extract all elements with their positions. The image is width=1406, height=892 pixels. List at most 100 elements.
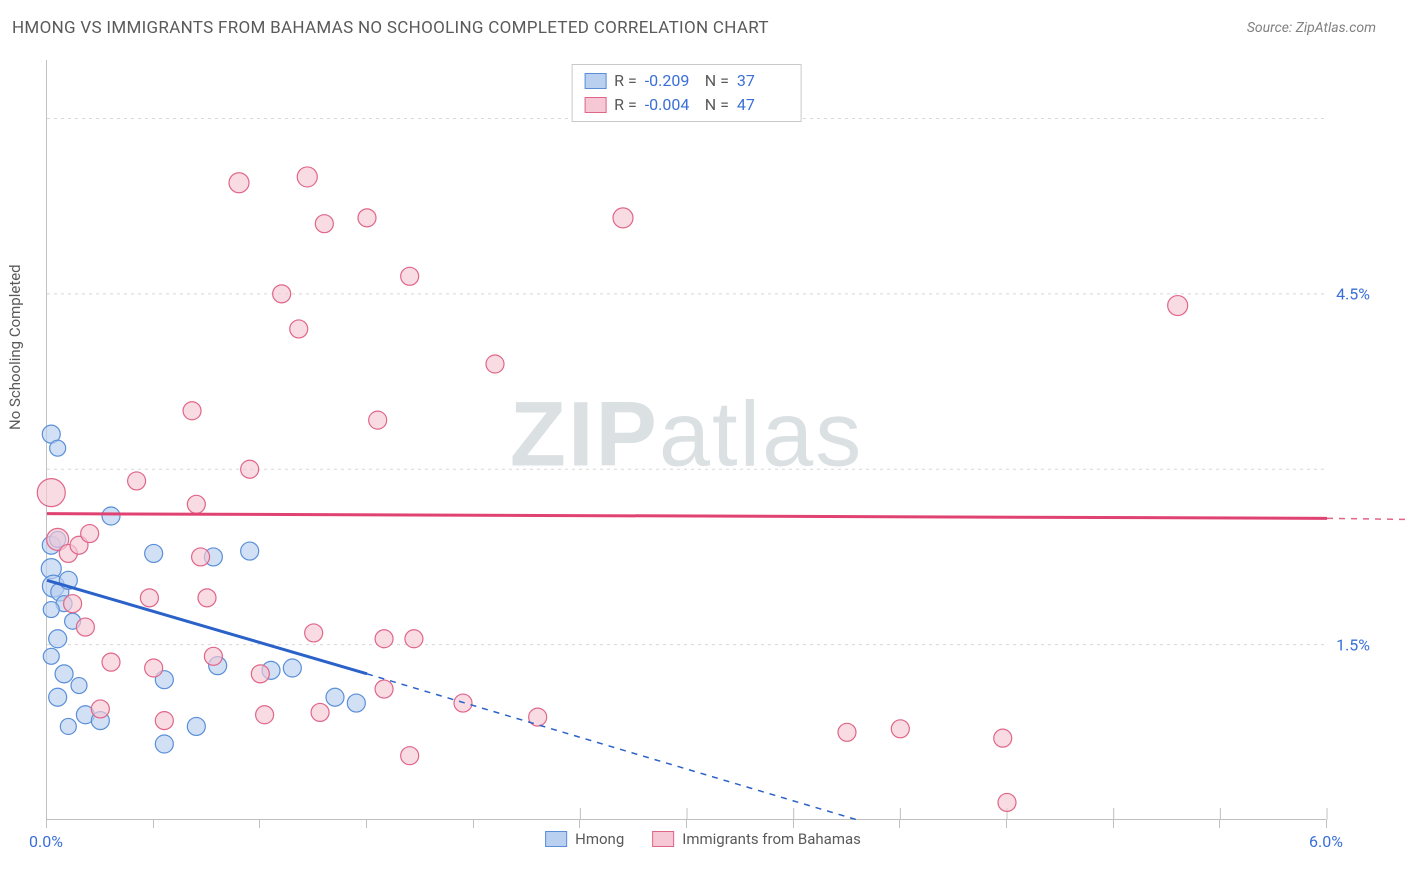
scatter-point <box>49 630 67 648</box>
scatter-point <box>102 507 120 525</box>
scatter-point <box>155 735 173 753</box>
regression-line-extrapolated <box>367 674 858 820</box>
scatter-point <box>55 665 73 683</box>
y-tick-label: 1.5% <box>1336 635 1370 654</box>
legend-swatch <box>545 831 567 847</box>
stats-legend-box: R = -0.209 N = 37 R = -0.004 N = 47 <box>571 64 802 122</box>
y-tick-label: 4.5% <box>1336 284 1370 303</box>
source-label: Source: ZipAtlas.com <box>1247 20 1376 36</box>
scatter-point <box>891 720 909 738</box>
x-tick-mark <box>1006 820 1007 828</box>
scatter-point <box>241 542 259 560</box>
legend-label: Immigrants from Bahamas <box>682 830 861 848</box>
x-tick-mark <box>473 820 474 828</box>
scatter-point <box>50 440 66 456</box>
scatter-point <box>49 688 67 706</box>
scatter-point <box>198 589 216 607</box>
stat-n-label: N = <box>705 69 729 93</box>
stat-n-value: 37 <box>737 69 789 93</box>
x-tick-label: 0.0% <box>29 832 63 851</box>
x-tick-mark <box>686 820 687 828</box>
regression-line <box>47 514 1327 519</box>
scatter-point <box>71 678 87 694</box>
x-tick-label: 6.0% <box>1309 832 1343 851</box>
scatter-point <box>375 630 393 648</box>
x-tick-mark <box>899 820 900 828</box>
scatter-point <box>1168 296 1188 316</box>
scatter-point <box>486 355 504 373</box>
scatter-point <box>43 602 59 618</box>
x-tick-mark <box>46 820 47 828</box>
scatter-point <box>155 712 173 730</box>
scatter-point <box>145 544 163 562</box>
x-tick-mark <box>366 820 367 828</box>
scatter-point <box>311 703 329 721</box>
legend-label: Hmong <box>575 830 624 848</box>
scatter-point <box>229 173 249 193</box>
scatter-point <box>613 208 633 228</box>
scatter-point <box>401 747 419 765</box>
scatter-point <box>315 215 333 233</box>
chart-title: HMONG VS IMMIGRANTS FROM BAHAMAS NO SCHO… <box>12 18 769 38</box>
scatter-point <box>145 659 163 677</box>
scatter-point <box>192 548 210 566</box>
x-tick-mark <box>793 820 794 828</box>
scatter-point <box>273 285 291 303</box>
scatter-point <box>91 700 109 718</box>
scatter-point <box>187 495 205 513</box>
scatter-point <box>838 723 856 741</box>
scatter-point <box>305 624 323 642</box>
scatter-point <box>297 167 317 187</box>
legend-item: Hmong <box>545 830 624 848</box>
scatter-point <box>405 630 423 648</box>
x-tick-mark <box>1219 820 1220 828</box>
scatter-point <box>326 688 344 706</box>
scatter-point <box>998 793 1016 811</box>
stat-r-value: -0.209 <box>645 69 697 93</box>
x-tick-mark <box>1326 820 1327 828</box>
x-tick-mark <box>153 820 154 828</box>
scatter-point <box>43 648 59 664</box>
scatter-point <box>290 320 308 338</box>
legend-item: Immigrants from Bahamas <box>652 830 861 848</box>
series-swatch <box>584 97 606 113</box>
scatter-point <box>256 706 274 724</box>
scatter-point <box>102 653 120 671</box>
scatter-point <box>241 460 259 478</box>
scatter-point <box>204 647 222 665</box>
scatter-point <box>140 589 158 607</box>
scatter-point <box>187 717 205 735</box>
regression-line-extrapolated <box>1327 518 1406 519</box>
scatter-point <box>76 618 94 636</box>
scatter-point <box>128 472 146 490</box>
plot-svg <box>47 60 1326 819</box>
y-axis-label: No Schooling Completed <box>6 264 24 430</box>
x-tick-mark <box>259 820 260 828</box>
scatter-point <box>347 694 365 712</box>
plot-area: ZIPatlas R =-0.209N =37R =-0.004N =47 <box>46 60 1326 820</box>
x-tick-mark <box>1113 820 1114 828</box>
scatter-point <box>375 680 393 698</box>
stats-row: R = -0.209 N = 37 <box>584 69 789 93</box>
series-swatch <box>584 73 606 89</box>
stat-r-value: -0.004 <box>645 93 697 117</box>
scatter-point <box>64 595 82 613</box>
scatter-point <box>401 267 419 285</box>
stat-r-label: R = <box>614 69 637 93</box>
stat-r-label: R = <box>614 93 637 117</box>
stat-n-value: 47 <box>737 93 789 117</box>
scatter-point <box>81 525 99 543</box>
scatter-point <box>369 411 387 429</box>
scatter-point <box>251 665 269 683</box>
scatter-point <box>183 402 201 420</box>
x-tick-mark <box>579 820 580 828</box>
stat-n-label: N = <box>705 93 729 117</box>
scatter-point <box>37 479 65 507</box>
chart-container: HMONG VS IMMIGRANTS FROM BAHAMAS NO SCHO… <box>0 0 1406 892</box>
scatter-point <box>994 729 1012 747</box>
legend-swatch <box>652 831 674 847</box>
scatter-point <box>283 659 301 677</box>
scatter-point <box>60 718 76 734</box>
stats-row: R = -0.004 N = 47 <box>584 93 789 117</box>
legend-bottom: Hmong Immigrants from Bahamas <box>545 830 861 848</box>
